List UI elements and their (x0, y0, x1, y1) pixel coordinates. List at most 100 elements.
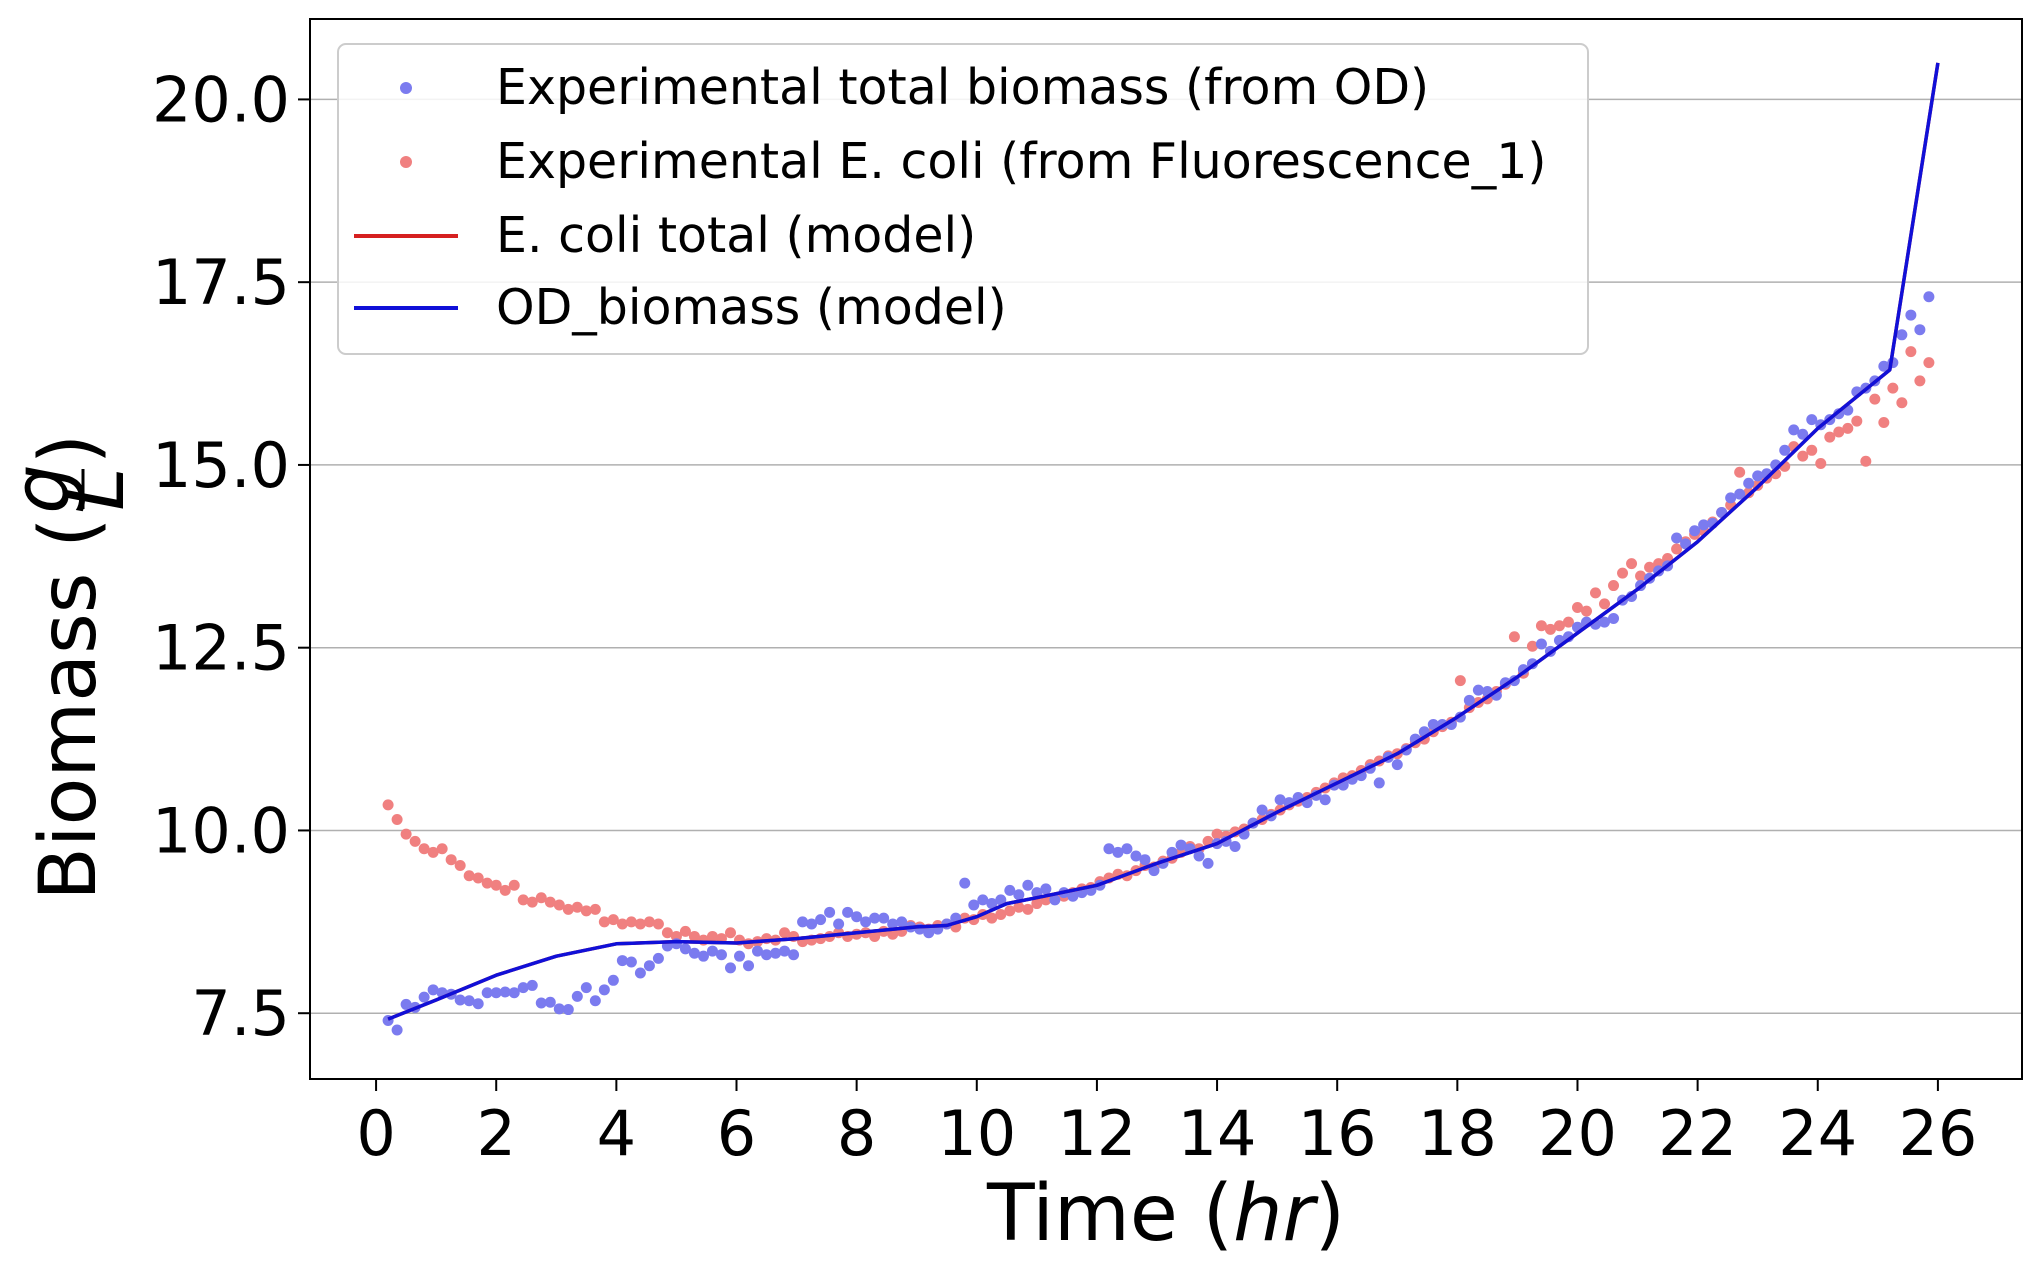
ecoli-point (1905, 346, 1917, 358)
od-point (761, 949, 773, 961)
ecoli-point (1031, 898, 1043, 910)
ecoli-point (526, 896, 538, 908)
ecoli-point (1833, 426, 1845, 438)
od-point (1373, 777, 1385, 789)
od-point (878, 912, 890, 924)
ecoli-point (887, 928, 899, 940)
od-point (1121, 843, 1133, 855)
ecoli-point (1635, 570, 1647, 582)
ecoli-point (490, 879, 502, 891)
od-point (1022, 879, 1034, 891)
ecoli-point (1599, 598, 1611, 610)
legend-box (337, 43, 1589, 355)
ecoli-point (1824, 431, 1836, 443)
od-point (490, 987, 502, 999)
od-point (824, 906, 836, 918)
y-tick-label: 7.5 (191, 977, 290, 1050)
od-point (1175, 839, 1187, 851)
ecoli-point (562, 903, 574, 915)
od-point (499, 986, 511, 998)
ecoli-point (1544, 623, 1556, 635)
od-point (427, 984, 439, 996)
od-point (715, 949, 727, 961)
ecoli-point (391, 813, 403, 825)
ecoli-point (1923, 357, 1935, 369)
od-point (724, 962, 736, 974)
od-point (625, 956, 637, 968)
od-point (842, 906, 854, 918)
svg-text:Biomass (: Biomass ( (24, 517, 114, 900)
od-point (643, 960, 655, 972)
ecoli-point (463, 870, 475, 882)
ecoli-point (652, 918, 664, 930)
ecoli-point (1671, 543, 1683, 555)
od-point (1752, 470, 1764, 482)
od-point (806, 918, 818, 930)
x-tick-label: 12 (1057, 1097, 1136, 1170)
ecoli-point (688, 930, 700, 942)
od-point (517, 982, 529, 994)
x-tick-label: 24 (1778, 1097, 1857, 1170)
ecoli-point (1797, 450, 1809, 462)
ecoli-point (1013, 901, 1025, 913)
od-point (995, 894, 1007, 906)
od-point (634, 967, 646, 979)
ecoli-point (1571, 601, 1583, 613)
ecoli-point (1562, 616, 1574, 628)
y-tick-label: 10.0 (152, 794, 290, 867)
ecoli-point (616, 918, 628, 930)
od-point (1229, 841, 1241, 853)
od-point (1139, 854, 1151, 866)
ecoli-point (589, 903, 601, 915)
ecoli-point (544, 896, 556, 908)
x-tick-label: 18 (1418, 1097, 1497, 1170)
ecoli-point (571, 901, 583, 913)
ecoli-point (1454, 675, 1466, 687)
od-point (815, 914, 827, 926)
y-axis-title: Biomass ( g L ) (0, 434, 142, 901)
od-point (896, 916, 908, 928)
od-point (1599, 616, 1611, 628)
y-axis-ticks: 7.5 10.0 12.5 15.0 17.5 20.0 (152, 63, 310, 1050)
ecoli-point (517, 894, 529, 906)
ecoli-point (1851, 415, 1863, 427)
od-point (535, 997, 547, 1009)
od-point (1256, 804, 1268, 816)
od-point (1103, 843, 1115, 855)
od-point (472, 998, 484, 1010)
od-point (481, 987, 493, 999)
x-tick-label: 20 (1538, 1097, 1617, 1170)
od-point (418, 991, 430, 1003)
ecoli-point (1842, 422, 1854, 434)
ecoli-point (661, 927, 673, 939)
ecoli-point (1617, 567, 1629, 579)
od-point (616, 955, 628, 967)
ecoli-point (481, 877, 493, 889)
od-point (1202, 857, 1214, 869)
ecoli-point (1211, 828, 1223, 840)
ecoli-point (607, 914, 619, 926)
x-tick-label: 6 (717, 1097, 756, 1170)
ecoli-point (779, 927, 791, 939)
ecoli-point (553, 899, 565, 911)
od-point (869, 912, 881, 924)
ecoli-point (1004, 905, 1016, 917)
ecoli-point (436, 843, 448, 855)
model-lines (387, 62, 1940, 1021)
ecoli-point (1526, 640, 1538, 652)
od-point (1013, 889, 1025, 901)
ecoli-point (1580, 605, 1592, 617)
x-tick-label: 26 (1898, 1097, 1977, 1170)
ecoli-point (1644, 561, 1656, 573)
ecoli-point (535, 892, 547, 904)
od-point (391, 1024, 403, 1036)
od-point (1391, 759, 1403, 771)
od-point (562, 1004, 574, 1016)
od-point (788, 949, 800, 961)
od-point (1734, 488, 1746, 500)
ecoli-point (1022, 903, 1034, 915)
od-point (1923, 291, 1935, 303)
od-point (544, 996, 556, 1008)
ecoli-point (382, 799, 394, 811)
